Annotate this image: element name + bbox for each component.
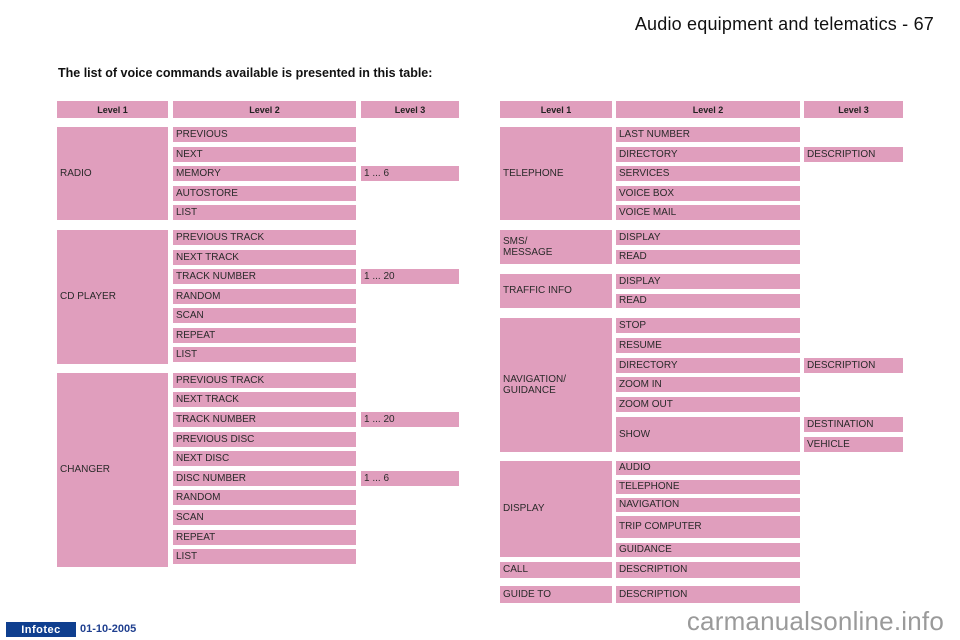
intro-text: The list of voice commands available is … xyxy=(58,66,433,80)
level1-cell: TELEPHONE xyxy=(500,127,612,220)
column-header-level-1: Level 1 xyxy=(500,101,612,118)
level2-cell: RESUME xyxy=(616,338,800,353)
level2-cell: AUDIO xyxy=(616,461,800,475)
level1-cell: CD PLAYER xyxy=(57,230,168,364)
level2-cell: DIRECTORY xyxy=(616,147,800,162)
column-header-level-1: Level 1 xyxy=(57,101,168,118)
level3-cell: 1 ... 6 xyxy=(361,166,459,181)
level2-cell: RANDOM xyxy=(173,490,356,505)
watermark-text: carmanualsonline.info xyxy=(686,606,944,636)
column-header-level-2: Level 2 xyxy=(173,101,356,118)
level2-cell: RANDOM xyxy=(173,289,356,304)
level3-cell: DESCRIPTION xyxy=(804,147,903,162)
level2-cell: DISPLAY xyxy=(616,230,800,245)
level2-cell: NEXT xyxy=(173,147,356,162)
level2-cell: SCAN xyxy=(173,510,356,525)
level3-cell: 1 ... 20 xyxy=(361,412,459,427)
level2-cell: LAST NUMBER xyxy=(616,127,800,142)
level2-cell: ZOOM IN xyxy=(616,377,800,392)
column-header-level-3: Level 3 xyxy=(804,101,903,118)
footer-date: 01-10-2005 xyxy=(80,623,137,635)
level1-cell: SMS/ MESSAGE xyxy=(500,230,612,264)
level2-cell: REPEAT xyxy=(173,328,356,343)
level2-cell: READ xyxy=(616,250,800,264)
level2-cell: SERVICES xyxy=(616,166,800,181)
column-header-level-3: Level 3 xyxy=(361,101,459,118)
level2-cell: TELEPHONE xyxy=(616,480,800,494)
level2-cell: VOICE MAIL xyxy=(616,205,800,220)
level2-cell: DISPLAY xyxy=(616,274,800,289)
column-header-level-2: Level 2 xyxy=(616,101,800,118)
level2-cell: STOP xyxy=(616,318,800,333)
level2-cell: PREVIOUS TRACK xyxy=(173,373,356,388)
level2-cell: TRIP COMPUTER xyxy=(616,516,800,538)
level2-cell: NEXT TRACK xyxy=(173,392,356,407)
level1-cell: CALL xyxy=(500,562,612,578)
level2-cell: GUIDANCE xyxy=(616,543,800,557)
level2-cell: LIST xyxy=(173,347,356,362)
level2-cell: AUTOSTORE xyxy=(173,186,356,201)
level3-cell: DESTINATION xyxy=(804,417,903,432)
level2-cell: PREVIOUS TRACK xyxy=(173,230,356,245)
level2-cell: NAVIGATION xyxy=(616,498,800,512)
level2-cell: TRACK NUMBER xyxy=(173,412,356,427)
infotec-logo: Infotec xyxy=(6,622,76,637)
level1-cell: DISPLAY xyxy=(500,461,612,557)
level2-cell: DESCRIPTION xyxy=(616,562,800,578)
page-title: Audio equipment and telematics - 67 xyxy=(634,14,934,34)
level2-cell: SHOW xyxy=(616,417,800,452)
level1-cell: GUIDE TO xyxy=(500,586,612,603)
level3-cell: 1 ... 20 xyxy=(361,269,459,284)
level2-cell: NEXT TRACK xyxy=(173,250,356,265)
level2-cell: PREVIOUS xyxy=(173,127,356,142)
level2-cell: SCAN xyxy=(173,308,356,323)
level1-cell: CHANGER xyxy=(57,373,168,567)
level2-cell: REPEAT xyxy=(173,530,356,545)
level3-cell: 1 ... 6 xyxy=(361,471,459,486)
level3-cell: DESCRIPTION xyxy=(804,358,903,373)
level2-cell: READ xyxy=(616,294,800,308)
level1-cell: NAVIGATION/ GUIDANCE xyxy=(500,318,612,452)
level1-cell: TRAFFIC INFO xyxy=(500,274,612,308)
level2-cell: VOICE BOX xyxy=(616,186,800,201)
level2-cell: DIRECTORY xyxy=(616,358,800,373)
level3-cell: VEHICLE xyxy=(804,437,903,452)
level2-cell: ZOOM OUT xyxy=(616,397,800,412)
level2-cell: LIST xyxy=(173,205,356,220)
level2-cell: NEXT DISC xyxy=(173,451,356,466)
level2-cell: PREVIOUS DISC xyxy=(173,432,356,447)
level2-cell: LIST xyxy=(173,549,356,564)
level2-cell: DESCRIPTION xyxy=(616,586,800,603)
level2-cell: DISC NUMBER xyxy=(173,471,356,486)
level1-cell: RADIO xyxy=(57,127,168,220)
level2-cell: TRACK NUMBER xyxy=(173,269,356,284)
level2-cell: MEMORY xyxy=(173,166,356,181)
